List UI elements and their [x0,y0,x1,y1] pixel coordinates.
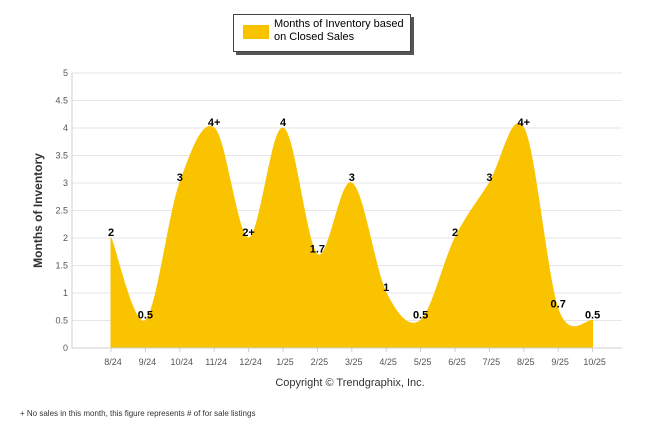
data-label: 3 [486,172,492,184]
x-tick-label: 8/25 [517,357,535,367]
data-label: 2 [108,227,114,239]
footnote: + No sales in this month, this figure re… [20,409,256,418]
x-tick-label: 10/25 [583,357,606,367]
x-tick-label: 10/24 [171,357,194,367]
y-tick-label: 4 [63,123,68,133]
x-tick-label: 12/24 [239,357,262,367]
y-tick-labels: 0 0.5 1 1.5 2 2.5 3 3.5 4 4.5 5 [55,68,68,353]
data-label: 4+ [208,117,221,129]
x-tick-label: 8/24 [104,357,122,367]
data-label: 2 [452,227,458,239]
legend: Months of Inventory based on Closed Sale… [233,14,411,52]
y-tick-label: 2 [63,233,68,243]
data-label: 0.5 [413,310,428,322]
y-tick-label: 1.5 [55,261,68,271]
y-tick-label: 3.5 [55,151,68,161]
data-label: 4+ [518,117,531,129]
y-tick-label: 2.5 [55,206,68,216]
x-tick-labels: 8/24 9/24 10/24 11/24 12/24 1/25 2/25 3/25 4/25 5… [104,348,606,367]
data-label: 0.5 [138,310,153,322]
x-tick-label: 1/25 [276,357,294,367]
x-tick-label: 5/25 [414,357,432,367]
x-tick-label: 6/25 [448,357,466,367]
y-tick-label: 5 [63,68,68,78]
x-tick-label: 3/25 [345,357,363,367]
x-tick-label: 4/25 [379,357,397,367]
data-labels: 2 0.5 3 4+ 2+ 4 1.7 3 1 0.5 2 3 4+ 0.7 0.5 [108,117,600,322]
legend-label: Months of Inventory based on Closed Sale… [274,18,404,43]
data-label: 4 [280,117,287,129]
inventory-area [110,123,594,349]
x-tick-label: 7/25 [483,357,501,367]
data-label: 1.7 [310,244,325,256]
y-tick-label: 4.5 [55,96,68,106]
x-tick-label: 9/25 [551,357,569,367]
x-tick-label: 11/24 [205,357,227,367]
data-label: 0.5 [585,310,600,322]
y-tick-label: 3 [63,178,68,188]
copyright-text: Copyright © Trendgraphix, Inc. [275,377,425,389]
y-tick-label: 0.5 [55,316,68,326]
x-tick-label: 2/25 [311,357,329,367]
legend-swatch [243,25,269,39]
data-label: 2+ [242,227,255,239]
x-tick-label: 9/24 [139,357,157,367]
data-label: 0.7 [551,299,566,311]
y-axis-label: Months of Inventory [31,153,45,268]
data-label: 3 [349,172,355,184]
data-label: 3 [177,172,183,184]
data-label: 1 [383,282,389,294]
axes [71,73,622,349]
y-tick-label: 1 [63,288,68,298]
y-tick-label: 0 [63,343,68,353]
